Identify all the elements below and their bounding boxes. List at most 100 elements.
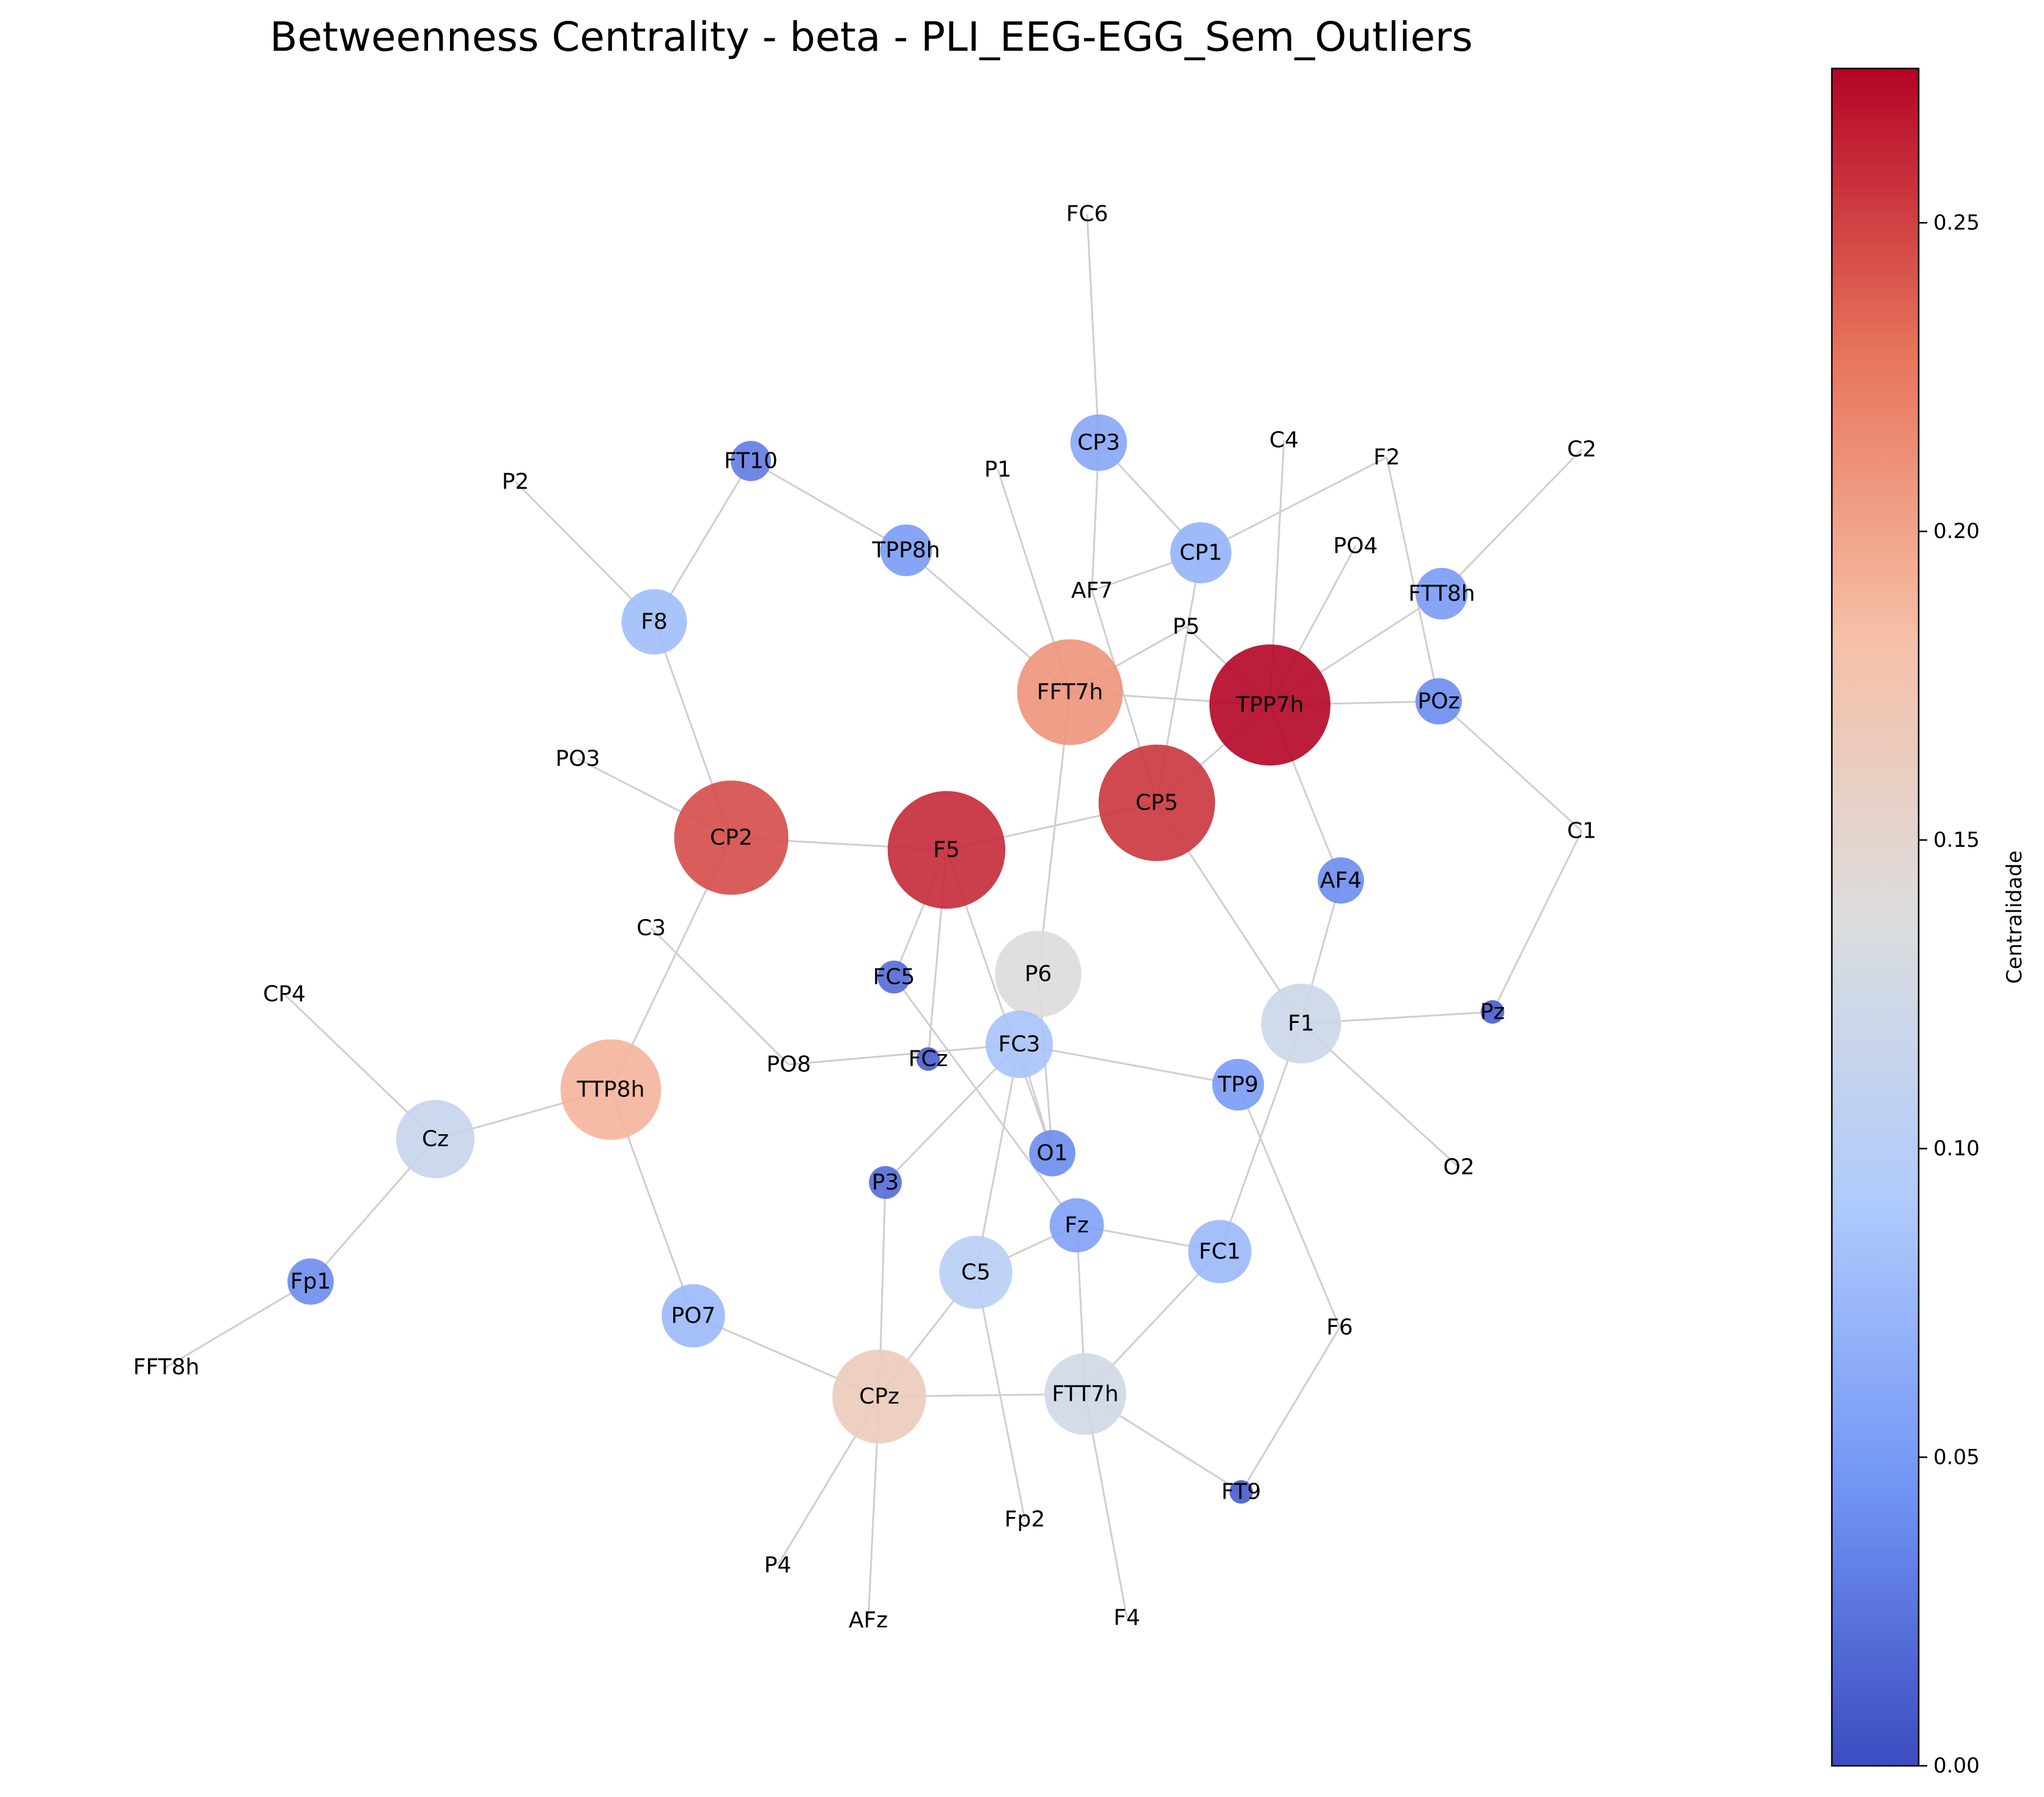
edge-FT10-TPP8h <box>750 460 907 552</box>
colorbar-ticks: 0.00 0.05 0.10 0.15 0.20 0.25 <box>1919 210 1980 1778</box>
node-TPP8h: TPP8h <box>871 524 940 577</box>
node-circle-FC1 <box>1188 1220 1252 1283</box>
node-CP3: CP3 <box>1070 414 1127 471</box>
node-Fp1: Fp1 <box>287 1258 334 1305</box>
node-label-FT10: FT10 <box>724 449 778 474</box>
node-F4: F4 <box>1113 1606 1140 1631</box>
node-Cz: Cz <box>396 1099 475 1179</box>
node-FTT7h: FTT7h <box>1044 1353 1126 1435</box>
node-label-FTT7h: FTT7h <box>1052 1382 1118 1407</box>
node-P2: P2 <box>502 470 529 495</box>
edge-C1-Pz <box>1491 830 1583 1013</box>
node-label-Fz: Fz <box>1064 1213 1089 1238</box>
node-label-FC1: FC1 <box>1199 1239 1241 1264</box>
node-label-FC3: FC3 <box>998 1032 1041 1057</box>
node-AFz: AFz <box>849 1608 888 1633</box>
edge-C3-PO8 <box>650 927 790 1066</box>
node-layer: FC6 CP3 C4 F2 C2 P2 FT10 P1 TPP8h CP1 PO4 AF7 FTT8h F… <box>133 202 1596 1633</box>
node-circle-FFT7h <box>1017 639 1123 745</box>
node-circle-CP5 <box>1098 744 1216 862</box>
node-label-F5: F5 <box>933 838 960 863</box>
node-P4: P4 <box>764 1553 792 1578</box>
node-label-TPP7h: TPP7h <box>1235 693 1304 718</box>
edge-C2-FTT8h <box>1441 448 1583 595</box>
node-FC5: FC5 <box>873 961 915 994</box>
node-AF7: AF7 <box>1071 578 1113 603</box>
node-circle-F8 <box>621 589 687 655</box>
node-label-FCz: FCz <box>909 1047 948 1072</box>
edge-F2-POz <box>1385 457 1440 702</box>
node-label-P1: P1 <box>984 457 1012 482</box>
node-label-Fp1: Fp1 <box>290 1269 331 1294</box>
edge-FC3-TP9 <box>1019 1043 1239 1086</box>
edge-FC6-CP3 <box>1086 213 1100 443</box>
node-C3: C3 <box>636 916 666 941</box>
node-F8: F8 <box>621 589 687 655</box>
colorbar-tick-label: 0.25 <box>1933 210 1980 235</box>
node-FT10: FT10 <box>724 441 778 481</box>
node-FC6: FC6 <box>1066 202 1109 227</box>
node-circle-FT10 <box>731 441 771 481</box>
node-label-C4: C4 <box>1269 428 1299 453</box>
node-label-CP5: CP5 <box>1135 791 1178 816</box>
node-label-P2: P2 <box>502 470 529 495</box>
node-circle-TPP7h <box>1209 644 1330 766</box>
node-P5: P5 <box>1173 614 1200 640</box>
edge-P2-F8 <box>514 481 655 623</box>
edge-CP1-F2 <box>1200 456 1387 554</box>
node-CP2: CP2 <box>674 780 789 895</box>
node-C2: C2 <box>1567 437 1596 462</box>
node-circle-PO7 <box>662 1284 725 1348</box>
node-label-Cz: Cz <box>422 1127 449 1152</box>
node-C4: C4 <box>1269 428 1299 453</box>
node-label-AFz: AFz <box>849 1608 888 1633</box>
edge-TP9-F6 <box>1237 1084 1341 1328</box>
node-circle-Cz <box>396 1099 475 1179</box>
node-TTP8h: TTP8h <box>560 1039 662 1140</box>
node-circle-TP9 <box>1212 1058 1264 1111</box>
node-label-PO3: PO3 <box>556 747 600 772</box>
node-CPz: CPz <box>832 1349 926 1444</box>
node-label-O1: O1 <box>1036 1141 1068 1166</box>
node-C1: C1 <box>1567 819 1596 844</box>
node-label-P5: P5 <box>1173 614 1200 640</box>
node-circle-CP1 <box>1170 522 1231 583</box>
node-label-Pz: Pz <box>1480 1000 1505 1025</box>
chart-title: Betweenness Centrality - beta - PLI_EEG-… <box>270 13 1473 61</box>
node-label-POz: POz <box>1418 689 1460 714</box>
node-label-CP4: CP4 <box>263 982 306 1007</box>
node-circle-Fz <box>1049 1198 1104 1253</box>
node-label-FFT8h: FFT8h <box>133 1355 200 1380</box>
colorbar: 0.00 0.05 0.10 0.15 0.20 0.25 Centralidade <box>1831 67 2027 1778</box>
node-FTT8h: FTT8h <box>1408 567 1475 620</box>
node-F5: F5 <box>887 791 1006 909</box>
node-circle-CPz <box>832 1349 926 1444</box>
node-circle-Pz <box>1480 1000 1505 1024</box>
node-F2: F2 <box>1373 445 1400 470</box>
edge-FC5-Fz <box>893 976 1078 1226</box>
node-FC3: FC3 <box>985 1010 1053 1079</box>
node-circle-FTT7h <box>1044 1353 1126 1435</box>
edge-Fp1-FFT8h <box>166 1280 311 1368</box>
node-circle-F5 <box>887 791 1006 909</box>
node-Pz: Pz <box>1480 1000 1505 1025</box>
node-circle-FCz <box>916 1047 940 1071</box>
node-circle-P3 <box>869 1166 902 1199</box>
node-FC1: FC1 <box>1188 1220 1252 1283</box>
node-C5: C5 <box>939 1236 1013 1309</box>
node-FFT8h: FFT8h <box>133 1355 200 1380</box>
node-label-Fp2: Fp2 <box>1005 1507 1045 1532</box>
node-O1: O1 <box>1029 1130 1075 1176</box>
node-AF4: AF4 <box>1318 857 1364 904</box>
colorbar-gradient <box>1831 67 1920 1767</box>
node-label-AF4: AF4 <box>1320 868 1362 893</box>
node-circle-FTT8h <box>1415 567 1468 620</box>
node-circle-FT9 <box>1229 1480 1253 1504</box>
node-circle-Fp1 <box>287 1258 334 1305</box>
node-label-FC5: FC5 <box>873 965 915 990</box>
edge-POz-C1 <box>1437 700 1583 832</box>
edge-FC3-C5 <box>975 1044 1020 1273</box>
node-circle-AF4 <box>1318 857 1364 904</box>
node-label-CP2: CP2 <box>710 825 753 851</box>
node-label-TTP8h: TTP8h <box>577 1077 645 1102</box>
